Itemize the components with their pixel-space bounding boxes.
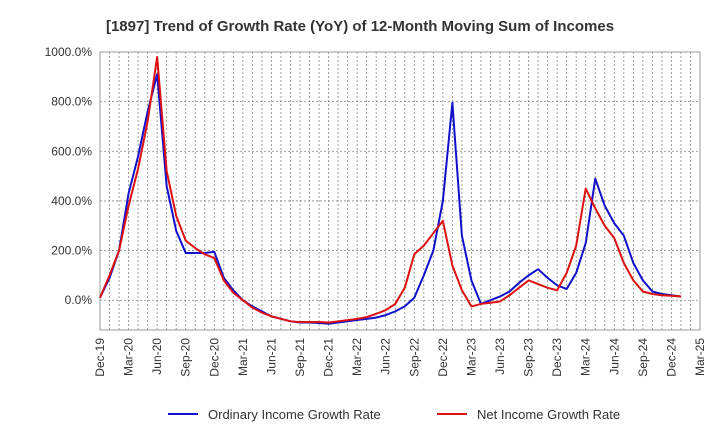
x-tick-label: Jun-24 <box>607 338 621 375</box>
axis-layer: 0.0% 200.0% 400.0% 600.0% 800.0% 1000.0% Dec-1… <box>45 45 707 377</box>
chart-title: [1897] Trend of Growth Rate (YoY) of 12-… <box>106 18 614 35</box>
x-tick-label: Mar-22 <box>350 338 364 376</box>
x-tick-label: Mar-23 <box>464 338 478 376</box>
x-tick-label: Mar-20 <box>122 338 136 376</box>
y-tick-label: 0.0% <box>65 293 93 307</box>
x-tick-label: Mar-24 <box>579 338 593 376</box>
x-tick-label: Dec-20 <box>207 338 221 377</box>
x-tick-label: Sep-23 <box>522 338 536 377</box>
x-tick-label: Dec-23 <box>550 338 564 377</box>
y-tick-label: 400.0% <box>51 194 92 208</box>
y-tick-label: 1000.0% <box>45 45 93 59</box>
x-tick-label: Dec-19 <box>93 338 107 377</box>
legend-label: Ordinary Income Growth Rate <box>208 407 381 422</box>
x-tick-label: Dec-21 <box>322 338 336 377</box>
x-tick-label: Sep-20 <box>179 338 193 377</box>
x-tick-label: Mar-21 <box>236 338 250 376</box>
x-tick-label: Jun-20 <box>150 338 164 375</box>
x-tick-label: Sep-21 <box>293 338 307 377</box>
x-tick-label: Sep-22 <box>407 338 421 377</box>
y-tick-label: 600.0% <box>51 144 92 158</box>
legend: Ordinary Income Growth Rate Net Income Gr… <box>168 407 620 422</box>
x-tick-label: Jun-22 <box>379 338 393 375</box>
series-line-ordinary-income <box>99 73 682 325</box>
x-tick-label: Dec-22 <box>436 338 450 377</box>
grid-layer <box>100 51 700 330</box>
y-tick-label: 800.0% <box>51 95 92 109</box>
plot-frame <box>99 51 701 331</box>
x-tick-label: Jun-21 <box>264 338 278 375</box>
series-layer <box>99 55 682 325</box>
x-tick-label: Jun-23 <box>493 338 507 375</box>
y-tick-label: 200.0% <box>51 244 92 258</box>
series-line-net-income <box>99 55 682 324</box>
legend-label: Net Income Growth Rate <box>477 407 620 422</box>
x-tick-label: Dec-24 <box>664 338 678 377</box>
x-tick-label: Sep-24 <box>636 338 650 377</box>
x-tick-label: Mar-25 <box>693 338 707 376</box>
